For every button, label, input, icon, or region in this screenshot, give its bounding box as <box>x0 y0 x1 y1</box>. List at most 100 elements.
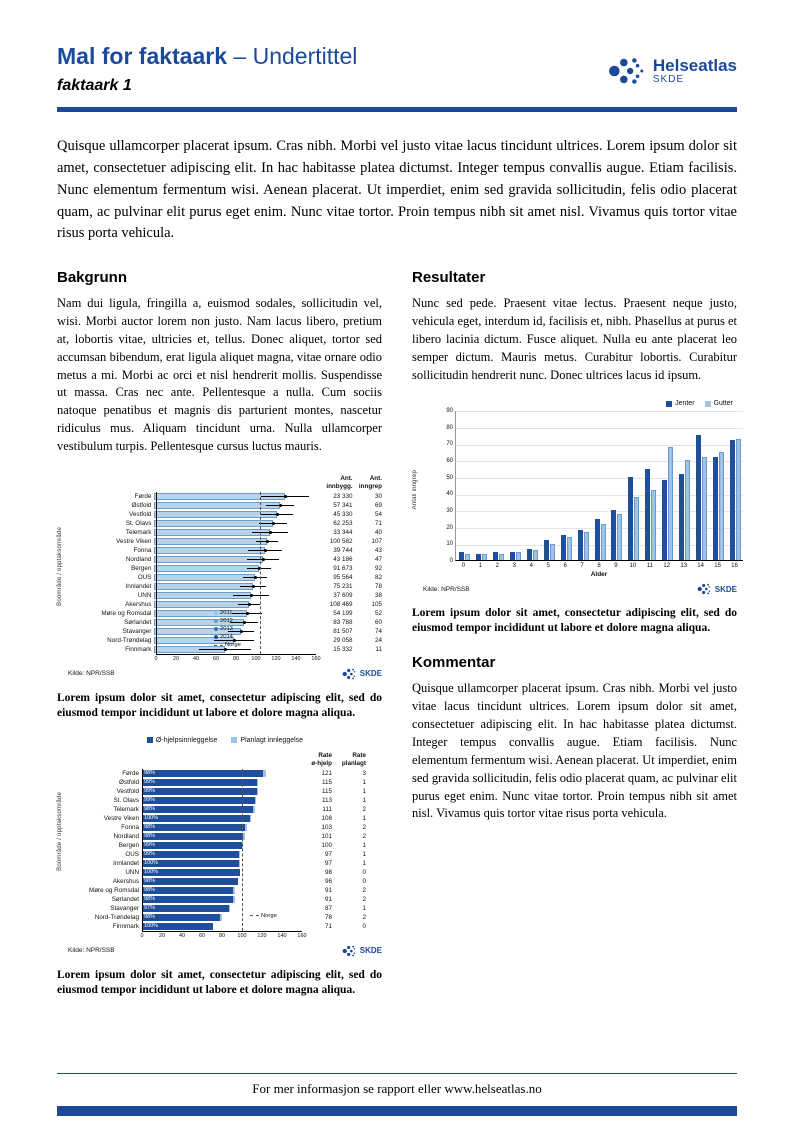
legend-item-year: 2013 <box>214 625 241 633</box>
planlagt-bar <box>253 805 255 813</box>
chart-region-rates: Boområde / opptaksområde Ant. innbygg. An… <box>57 472 382 681</box>
region-label: Bergen <box>118 841 139 849</box>
region-label: Østfold <box>131 501 152 509</box>
chart2-row: Førde 98% 121 3 <box>68 769 382 778</box>
norge-dash-icon <box>214 644 223 646</box>
helseatlas-logo-icon <box>608 58 644 84</box>
spacer <box>142 758 302 767</box>
content-columns: Bakgrunn Nam dui ligula, fringilla a, eu… <box>57 269 743 998</box>
rate-point <box>239 629 243 633</box>
region-label: UNN <box>125 868 139 876</box>
planlagt-bar <box>239 859 240 867</box>
chart1-row-plot <box>154 510 311 519</box>
region-label: OUS <box>125 850 139 858</box>
chart2-row: Finnmark 100% 71 0 <box>68 922 382 931</box>
gridline <box>456 444 743 446</box>
chart2-row-plot: 98% <box>142 895 302 904</box>
year-marker-icon <box>214 619 218 624</box>
chart1-footer: Kilde: NPR/SSB SKDE <box>68 667 382 681</box>
rate-point <box>278 503 282 507</box>
skde-dots-icon <box>697 584 710 595</box>
rate-bar <box>154 582 254 590</box>
rate-bar <box>154 537 268 545</box>
col-header-inngrep: Ant. inngrep <box>358 475 382 490</box>
bakgrunn-paragraph: Nam dui ligula, fringilla a, euismod sod… <box>57 296 382 454</box>
region-label: Nordland <box>113 832 139 840</box>
col-header-rate-planlagt: Rate planlagt <box>341 752 366 767</box>
gutter-bar <box>464 553 470 561</box>
rate-bar <box>154 501 281 509</box>
chart2-row: Møre og Romsdal 98% 91 2 <box>68 886 382 895</box>
rate-ohjelp-value: 98 <box>324 868 332 876</box>
chart2-column-headers: Rate ø-hjelp Rate planlagt <box>68 749 382 769</box>
innbygg-value: 83 788 <box>333 618 353 626</box>
x-tick-label: 40 <box>192 655 200 662</box>
gutter-bar <box>566 537 572 561</box>
chart1-row-plot <box>154 492 311 501</box>
chart2-row: UNN 100% 98 0 <box>68 868 382 877</box>
header-rule <box>57 107 737 113</box>
chart1-row: Førde 23 330 30 <box>68 492 382 501</box>
chart1-row: Møre og Romsdal 54 199 52 <box>68 609 382 618</box>
col-header-innbygg: Ant. innbygg. <box>326 475 353 490</box>
gutter-bar <box>651 490 657 561</box>
x-tick-label: 120 <box>271 655 281 662</box>
jenter-bar <box>696 435 702 561</box>
chart2-row: Nord-Trøndelag 98% 78 2 <box>68 913 382 922</box>
inngrep-value: 38 <box>374 591 382 599</box>
rate-point <box>257 566 261 570</box>
y-tick-label: 10 <box>446 541 453 548</box>
gutter-bar <box>532 550 538 561</box>
legend-year-label: 2013 <box>220 626 233 633</box>
region-label: Finnmark <box>112 922 139 930</box>
legend-item: Ø-hjelpsinnleggelse <box>146 737 217 744</box>
planlagt-bar <box>220 913 222 921</box>
x-tick-label: 0 <box>140 932 144 939</box>
jenter-bar <box>577 530 583 561</box>
x-tick-label: 160 <box>311 655 321 662</box>
region-label: Akershus <box>125 600 152 608</box>
region-label: Nordland <box>125 555 152 563</box>
chart2-row: Telemark 98% 111 2 <box>68 805 382 814</box>
legend-year-label: 2012 <box>220 618 233 625</box>
chart1-row: Stavanger 81 507 74 <box>68 627 382 636</box>
chart1-row-plot <box>154 636 311 645</box>
gridline <box>456 461 743 463</box>
x-tick-label: 60 <box>212 655 220 662</box>
rate-planlagt-value: 0 <box>362 922 366 930</box>
rate-ohjelp-value: 87 <box>324 904 332 912</box>
gutter-bar <box>617 513 623 561</box>
intro-paragraph: Quisque ullamcorper placerat ipsum. Cras… <box>57 138 737 242</box>
skde-label: SKDE <box>359 946 382 956</box>
chart1-row: Akershus 108 469 105 <box>68 600 382 609</box>
gridline <box>456 494 743 496</box>
rate-point <box>253 575 257 579</box>
chart2-row: Akershus 98% 96 0 <box>68 877 382 886</box>
region-label: Telemark <box>125 528 152 536</box>
x-axis-line <box>156 653 316 655</box>
chart2-row-plot: 99% <box>142 796 302 805</box>
region-label: St. Olavs <box>125 519 152 527</box>
jenter-bar <box>526 548 532 561</box>
chart1-row: Nordland 43 186 47 <box>68 555 382 564</box>
chart2-row: Fonna 98% 103 2 <box>68 823 382 832</box>
year-marker-icon <box>214 635 218 640</box>
x-tick-label: 60 <box>198 932 206 939</box>
rate-point <box>251 584 255 588</box>
norge-dash-icon <box>250 915 259 917</box>
chart1-rows: Ant. innbygg. Ant. inngrep Førde 23 330 30 Øs… <box>68 472 382 654</box>
y-tick-label: 30 <box>446 507 453 514</box>
inngrep-value: 11 <box>375 645 382 653</box>
brand-text: Helseatlas SKDE <box>653 56 737 85</box>
region-label: Bergen <box>131 564 152 572</box>
chart2-row: Sørlandet 98% 91 2 <box>68 895 382 904</box>
gutter-bar <box>736 438 742 561</box>
rate-planlagt-value: 1 <box>362 841 366 849</box>
ohjelp-bar: 98% <box>142 805 253 813</box>
innbygg-value: 62 253 <box>333 519 353 527</box>
title-block: Mal for faktaark – Undertittel faktaark … <box>57 43 357 95</box>
gridline <box>456 411 743 413</box>
rate-ohjelp-value: 113 <box>321 796 332 804</box>
ohjelp-bar: 98% <box>142 877 238 885</box>
planlagt-bar <box>233 886 235 894</box>
